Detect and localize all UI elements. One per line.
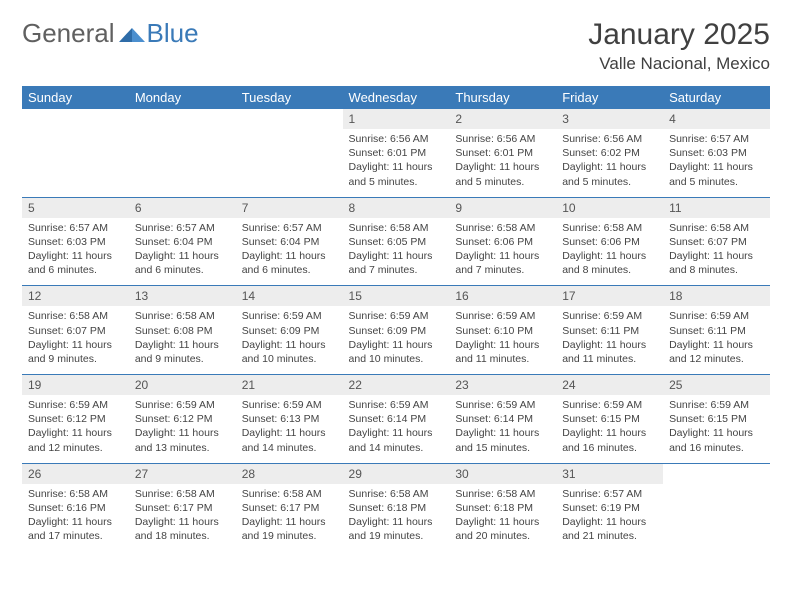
day-detail-cell: Sunrise: 6:59 AMSunset: 6:15 PMDaylight:… (663, 395, 770, 463)
day-detail-cell (236, 129, 343, 197)
day-header: Thursday (449, 86, 556, 109)
detail-row: Sunrise: 6:56 AMSunset: 6:01 PMDaylight:… (22, 129, 770, 197)
daynum-row: 19202122232425 (22, 375, 770, 396)
day-detail-cell: Sunrise: 6:59 AMSunset: 6:12 PMDaylight:… (22, 395, 129, 463)
logo-text-general: General (22, 18, 115, 49)
day-number-cell (236, 109, 343, 129)
day-number-cell (663, 463, 770, 484)
day-detail-cell: Sunrise: 6:59 AMSunset: 6:10 PMDaylight:… (449, 306, 556, 374)
day-detail-cell: Sunrise: 6:59 AMSunset: 6:09 PMDaylight:… (236, 306, 343, 374)
day-number-cell: 9 (449, 197, 556, 218)
logo-text-blue: Blue (147, 18, 199, 49)
day-number-cell: 20 (129, 375, 236, 396)
day-detail-cell: Sunrise: 6:59 AMSunset: 6:14 PMDaylight:… (343, 395, 450, 463)
day-detail-cell: Sunrise: 6:58 AMSunset: 6:06 PMDaylight:… (556, 218, 663, 286)
day-header: Wednesday (343, 86, 450, 109)
day-header: Friday (556, 86, 663, 109)
day-detail-cell: Sunrise: 6:58 AMSunset: 6:18 PMDaylight:… (343, 484, 450, 552)
day-number-cell: 14 (236, 286, 343, 307)
title-block: January 2025 Valle Nacional, Mexico (588, 18, 770, 74)
day-number-cell: 19 (22, 375, 129, 396)
day-number-cell: 23 (449, 375, 556, 396)
logo: General Blue (22, 18, 199, 49)
day-number-cell: 8 (343, 197, 450, 218)
day-header: Tuesday (236, 86, 343, 109)
day-number-cell: 17 (556, 286, 663, 307)
day-number-cell: 2 (449, 109, 556, 129)
daynum-row: 12131415161718 (22, 286, 770, 307)
day-detail-cell: Sunrise: 6:56 AMSunset: 6:01 PMDaylight:… (449, 129, 556, 197)
day-detail-cell: Sunrise: 6:58 AMSunset: 6:08 PMDaylight:… (129, 306, 236, 374)
day-detail-cell: Sunrise: 6:58 AMSunset: 6:17 PMDaylight:… (129, 484, 236, 552)
day-number-cell: 3 (556, 109, 663, 129)
day-number-cell: 27 (129, 463, 236, 484)
day-detail-cell: Sunrise: 6:58 AMSunset: 6:16 PMDaylight:… (22, 484, 129, 552)
day-detail-cell: Sunrise: 6:56 AMSunset: 6:01 PMDaylight:… (343, 129, 450, 197)
detail-row: Sunrise: 6:59 AMSunset: 6:12 PMDaylight:… (22, 395, 770, 463)
day-number-cell (129, 109, 236, 129)
day-detail-cell: Sunrise: 6:59 AMSunset: 6:11 PMDaylight:… (556, 306, 663, 374)
day-detail-cell: Sunrise: 6:57 AMSunset: 6:04 PMDaylight:… (236, 218, 343, 286)
day-number-cell: 15 (343, 286, 450, 307)
day-detail-cell: Sunrise: 6:59 AMSunset: 6:14 PMDaylight:… (449, 395, 556, 463)
daynum-row: 262728293031 (22, 463, 770, 484)
day-number-cell: 16 (449, 286, 556, 307)
day-number-cell: 26 (22, 463, 129, 484)
day-number-cell: 11 (663, 197, 770, 218)
day-number-cell: 1 (343, 109, 450, 129)
day-number-cell: 7 (236, 197, 343, 218)
day-header: Sunday (22, 86, 129, 109)
day-number-cell (22, 109, 129, 129)
day-number-cell: 6 (129, 197, 236, 218)
day-detail-cell: Sunrise: 6:58 AMSunset: 6:07 PMDaylight:… (663, 218, 770, 286)
day-detail-cell: Sunrise: 6:59 AMSunset: 6:09 PMDaylight:… (343, 306, 450, 374)
day-header: Saturday (663, 86, 770, 109)
day-number-cell: 29 (343, 463, 450, 484)
daynum-row: 1234 (22, 109, 770, 129)
header: General Blue January 2025 Valle Nacional… (22, 18, 770, 74)
day-detail-cell: Sunrise: 6:59 AMSunset: 6:12 PMDaylight:… (129, 395, 236, 463)
logo-shape-icon (119, 24, 145, 44)
day-detail-cell: Sunrise: 6:57 AMSunset: 6:19 PMDaylight:… (556, 484, 663, 552)
day-number-cell: 10 (556, 197, 663, 218)
day-detail-cell: Sunrise: 6:56 AMSunset: 6:02 PMDaylight:… (556, 129, 663, 197)
day-detail-cell: Sunrise: 6:58 AMSunset: 6:18 PMDaylight:… (449, 484, 556, 552)
day-number-cell: 13 (129, 286, 236, 307)
day-detail-cell: Sunrise: 6:59 AMSunset: 6:11 PMDaylight:… (663, 306, 770, 374)
day-number-cell: 21 (236, 375, 343, 396)
day-detail-cell: Sunrise: 6:57 AMSunset: 6:04 PMDaylight:… (129, 218, 236, 286)
detail-row: Sunrise: 6:57 AMSunset: 6:03 PMDaylight:… (22, 218, 770, 286)
day-number-cell: 12 (22, 286, 129, 307)
day-number-cell: 5 (22, 197, 129, 218)
detail-row: Sunrise: 6:58 AMSunset: 6:07 PMDaylight:… (22, 306, 770, 374)
day-detail-cell: Sunrise: 6:58 AMSunset: 6:17 PMDaylight:… (236, 484, 343, 552)
calendar-table: SundayMondayTuesdayWednesdayThursdayFrid… (22, 86, 770, 551)
day-number-cell: 28 (236, 463, 343, 484)
day-number-cell: 25 (663, 375, 770, 396)
day-number-cell: 30 (449, 463, 556, 484)
location: Valle Nacional, Mexico (588, 54, 770, 74)
day-number-cell: 4 (663, 109, 770, 129)
day-header-row: SundayMondayTuesdayWednesdayThursdayFrid… (22, 86, 770, 109)
day-detail-cell: Sunrise: 6:59 AMSunset: 6:15 PMDaylight:… (556, 395, 663, 463)
month-title: January 2025 (588, 18, 770, 52)
day-detail-cell: Sunrise: 6:59 AMSunset: 6:13 PMDaylight:… (236, 395, 343, 463)
day-number-cell: 31 (556, 463, 663, 484)
day-detail-cell (129, 129, 236, 197)
day-detail-cell (22, 129, 129, 197)
day-number-cell: 18 (663, 286, 770, 307)
day-detail-cell: Sunrise: 6:57 AMSunset: 6:03 PMDaylight:… (22, 218, 129, 286)
day-detail-cell: Sunrise: 6:57 AMSunset: 6:03 PMDaylight:… (663, 129, 770, 197)
day-number-cell: 22 (343, 375, 450, 396)
detail-row: Sunrise: 6:58 AMSunset: 6:16 PMDaylight:… (22, 484, 770, 552)
daynum-row: 567891011 (22, 197, 770, 218)
day-detail-cell: Sunrise: 6:58 AMSunset: 6:07 PMDaylight:… (22, 306, 129, 374)
day-detail-cell: Sunrise: 6:58 AMSunset: 6:06 PMDaylight:… (449, 218, 556, 286)
day-detail-cell (663, 484, 770, 552)
day-number-cell: 24 (556, 375, 663, 396)
day-header: Monday (129, 86, 236, 109)
day-detail-cell: Sunrise: 6:58 AMSunset: 6:05 PMDaylight:… (343, 218, 450, 286)
